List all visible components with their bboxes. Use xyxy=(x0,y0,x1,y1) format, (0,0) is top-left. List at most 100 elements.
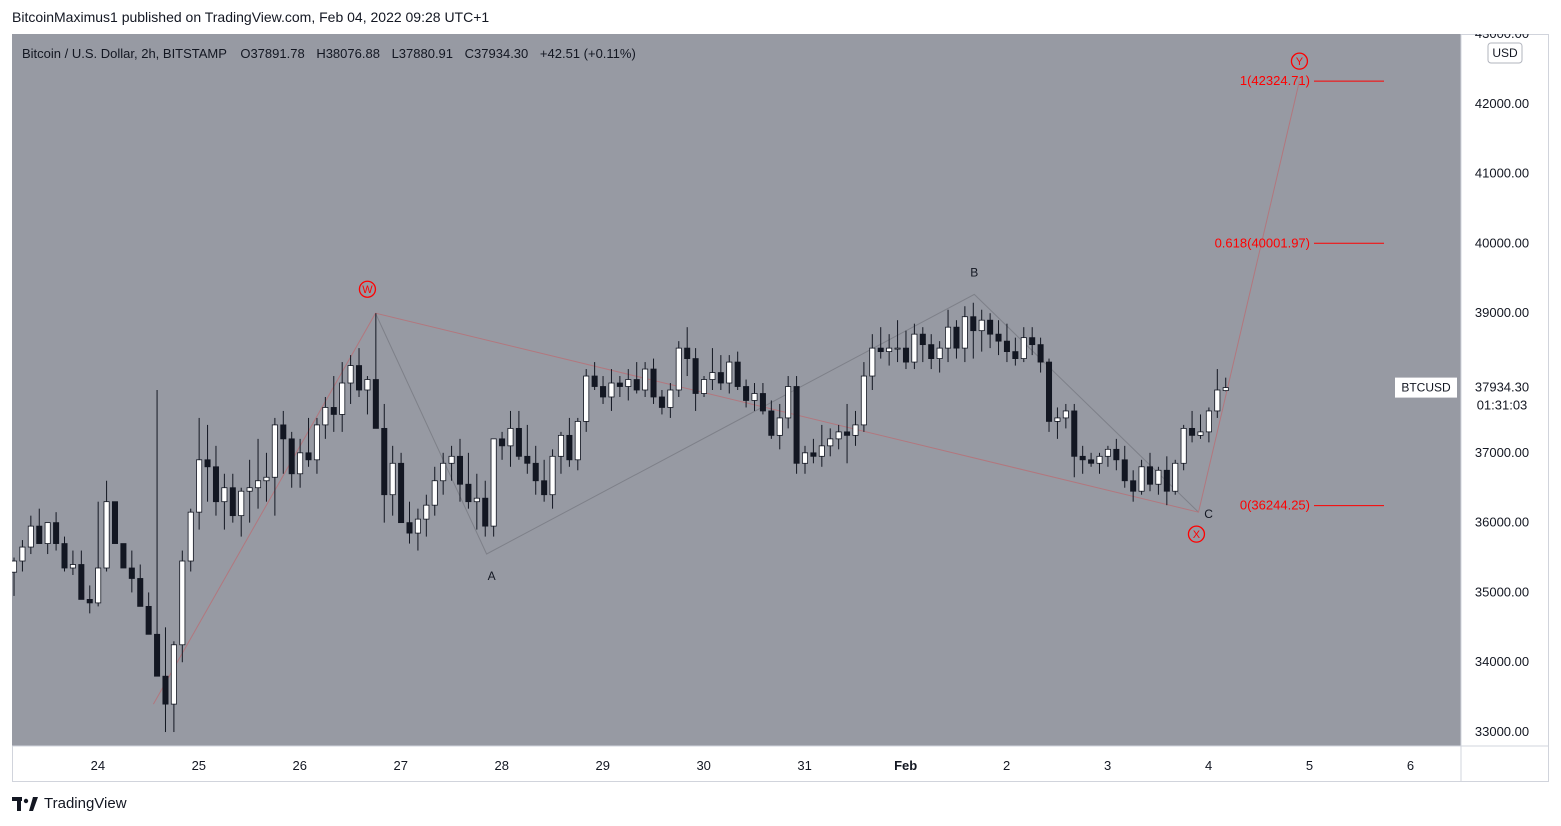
candle-up xyxy=(414,518,421,534)
candle-up xyxy=(196,459,203,513)
plot-background[interactable] xyxy=(12,34,1461,746)
candle-down xyxy=(877,347,884,353)
candle-down xyxy=(692,358,699,394)
candle-down xyxy=(154,633,161,677)
candle-down xyxy=(616,382,623,387)
candle-up xyxy=(860,375,867,426)
legend-o-value: 37891.78 xyxy=(250,46,304,61)
price-tick-label: 40000.00 xyxy=(1475,235,1529,250)
symbol-tag-box xyxy=(1395,377,1457,398)
candle-down xyxy=(204,459,211,468)
candle-up xyxy=(490,438,497,527)
legend-h-label: H xyxy=(316,46,325,61)
time-tick-label: 6 xyxy=(1407,758,1414,773)
legend-change: +42.51 (+0.11%) xyxy=(540,46,636,61)
currency-badge[interactable]: USD xyxy=(1492,46,1518,60)
candle-down xyxy=(162,675,169,705)
candle-up xyxy=(894,347,901,350)
candle-up xyxy=(818,445,825,457)
candle-up xyxy=(776,417,783,436)
candle-up xyxy=(675,347,682,391)
time-tick-label: 28 xyxy=(494,758,508,773)
wave-label-c: C xyxy=(1204,507,1213,521)
currency-badge-box[interactable] xyxy=(1487,42,1523,64)
candle-down xyxy=(406,522,413,534)
candle-down xyxy=(532,462,539,482)
candle-down xyxy=(953,326,960,349)
candle-up xyxy=(1104,448,1111,457)
candle-up xyxy=(557,434,564,457)
candle-up xyxy=(1172,462,1179,492)
time-tick-label: 26 xyxy=(293,758,307,773)
wave-label-y: Y xyxy=(1290,52,1309,70)
candle-up xyxy=(549,455,556,496)
fib-level-label: 1(42324.71) xyxy=(1240,73,1310,88)
candle-down xyxy=(356,365,363,391)
candle-up xyxy=(852,424,859,436)
candle-up xyxy=(364,379,371,391)
candle-down xyxy=(330,407,337,415)
fib-level-label: 0.618(40001.97) xyxy=(1215,235,1310,250)
candle-up xyxy=(322,407,329,426)
candle-down xyxy=(86,599,93,604)
time-tick-label: 31 xyxy=(797,758,811,773)
price-tick-label: 42000.00 xyxy=(1475,96,1529,111)
candle-up xyxy=(69,564,76,569)
candle-down xyxy=(524,455,531,464)
time-tick-label: 29 xyxy=(595,758,609,773)
candle-up xyxy=(271,424,278,478)
candle-up xyxy=(1205,410,1212,433)
candle-down xyxy=(398,462,405,524)
wave-label-x-text: X xyxy=(1193,529,1201,541)
candle-down xyxy=(633,379,640,391)
candle-up xyxy=(701,379,708,394)
candle-up xyxy=(608,382,615,398)
candle-up xyxy=(44,522,51,544)
time-tick-label: 5 xyxy=(1306,758,1313,773)
candle-down xyxy=(61,543,68,569)
candle-up xyxy=(625,379,632,387)
fib-level-label: 0(36244.25) xyxy=(1240,498,1310,513)
candle-down xyxy=(566,434,573,461)
wave-label-b: B xyxy=(970,265,978,279)
wave-label-a: A xyxy=(488,569,496,583)
current-price-label: BTCUSD 37934.30 01:31:03 xyxy=(1395,377,1541,416)
candle-down xyxy=(120,543,127,569)
candlestick-chart[interactable]: 1(42324.71) 0.618(40001.97) 0(36244.25) 33… xyxy=(12,34,1549,782)
chart-legend: Bitcoin / U.S. Dollar, 2h, BITSTAMP O378… xyxy=(22,46,636,61)
candle-up xyxy=(945,326,952,349)
candle-up xyxy=(869,347,876,377)
candle-down xyxy=(36,525,43,544)
candle-up xyxy=(473,497,480,503)
candle-down xyxy=(591,375,598,387)
candle-up xyxy=(1138,466,1145,492)
candle-up xyxy=(574,421,581,461)
candle-up xyxy=(179,560,186,646)
wave-label-w-text: W xyxy=(362,284,373,296)
candle-up xyxy=(221,487,228,503)
time-tick-label: 30 xyxy=(696,758,710,773)
candle-down xyxy=(717,372,724,384)
candle-down xyxy=(759,393,766,412)
symbol-tag: BTCUSD xyxy=(1401,381,1451,395)
footer-brand[interactable]: TradingView xyxy=(12,795,127,812)
time-tick-label: 25 xyxy=(192,758,206,773)
candle-down xyxy=(212,466,219,503)
candle-up xyxy=(827,438,834,447)
legend-symbol: Bitcoin / U.S. Dollar, 2h, BITSTAMP xyxy=(22,46,227,61)
candle-down xyxy=(928,344,935,359)
candle-down xyxy=(111,501,119,544)
legend-l-label: L xyxy=(392,46,399,61)
candle-up xyxy=(667,389,674,408)
candle-up xyxy=(27,525,34,548)
candle-down xyxy=(600,386,607,398)
candle-up xyxy=(726,361,733,384)
candle-down xyxy=(78,564,85,600)
candle-up xyxy=(886,347,893,353)
candle-down xyxy=(902,347,909,363)
candle-down xyxy=(1189,427,1196,436)
candle-up xyxy=(709,372,716,380)
price-tick-label: 33000.00 xyxy=(1475,724,1529,739)
candle-down xyxy=(995,333,1002,342)
candle-up xyxy=(583,375,590,422)
